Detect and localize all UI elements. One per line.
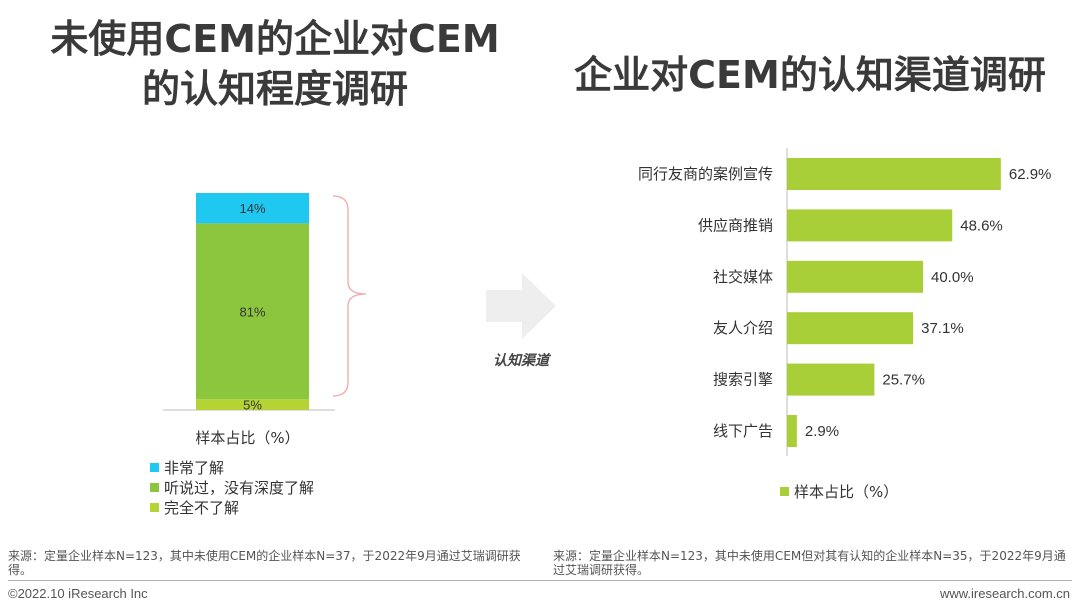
- bar: [787, 260, 923, 293]
- right-legend: 样本占比（%）: [780, 481, 898, 502]
- stacked-bar-chart: 5% 81% 14%: [163, 193, 367, 413]
- legend-swatch: [150, 462, 159, 472]
- footer-divider: [8, 580, 1072, 581]
- value-label: 37.1%: [921, 320, 964, 337]
- value-label: 48.6%: [960, 217, 1003, 234]
- legend-swatch: [150, 482, 159, 492]
- bar: [787, 415, 797, 447]
- left-title-line-1: 未使用CEM的企业对CEM: [50, 17, 500, 61]
- arrow-label: 认知渠道: [493, 353, 549, 369]
- bracket: [332, 195, 367, 397]
- legend-label: 非常了解: [164, 458, 225, 477]
- category-label: 供应商推销: [698, 216, 773, 234]
- left-chart-title: 未使用CEM的企业对CEM 的认知程度调研: [30, 14, 520, 114]
- bar: [787, 209, 953, 242]
- legend-item-not-familiar: 完全不了解: [150, 497, 314, 517]
- stacked-bar-segment: [196, 399, 309, 410]
- bar: [787, 312, 914, 345]
- category-label: 搜索引擎: [713, 371, 773, 389]
- category-label: 友人介绍: [713, 319, 773, 337]
- arrow-right-icon: [486, 273, 556, 339]
- source-note-left: 来源：定量企业样本N=123，其中未使用CEM的企业样本N=37，于2022年9…: [8, 549, 521, 577]
- legend-label: 听说过，没有深度了解: [164, 478, 315, 497]
- value-label: 40.0%: [931, 269, 974, 286]
- legend-item-heard-of: 听说过，没有深度了解: [150, 477, 314, 497]
- bar: [787, 363, 875, 396]
- value-label: 25.7%: [882, 372, 925, 389]
- legend-label: 完全不了解: [164, 498, 240, 517]
- copyright: ©2022.10 iResearch Inc: [8, 586, 148, 601]
- legend-item-very-familiar: 非常了解: [150, 457, 314, 477]
- source-note-right: 来源：定量企业样本N=123，其中未使用CEM但对其有认知的企业样本N=35，于…: [553, 549, 1066, 577]
- right-chart-title: 企业对CEM的认知渠道调研: [574, 53, 1046, 97]
- horizontal-bar-chart: 同行友商的案例宣传 62.9% 供应商推销 48.6% 社交媒体 40.0% 友人介绍 37.…: [638, 148, 1052, 456]
- legend-swatch: [150, 502, 159, 512]
- value-label: 62.9%: [1009, 166, 1052, 183]
- segment-value-label: 81%: [239, 304, 265, 319]
- segment-value-label: 14%: [239, 201, 265, 216]
- stacked-bar-segment: [196, 223, 309, 400]
- left-chart-xlabel: 样本占比（%）: [195, 429, 300, 447]
- left-title-line-2: 的认知程度调研: [141, 67, 408, 111]
- right-legend-label: 样本占比（%）: [794, 483, 899, 501]
- stacked-bar-segment: [196, 193, 309, 224]
- value-label: 2.9%: [805, 423, 839, 440]
- bar: [787, 158, 1001, 190]
- website-link[interactable]: www.iresearch.com.cn: [939, 586, 1070, 601]
- category-label: 同行友商的案例宣传: [638, 165, 773, 183]
- category-label: 线下广告: [713, 422, 773, 440]
- category-label: 社交媒体: [713, 268, 773, 286]
- segment-value-label: 5%: [243, 398, 262, 413]
- legend-swatch: [780, 487, 789, 496]
- left-legend: 非常了解 听说过，没有深度了解 完全不了解: [150, 457, 314, 517]
